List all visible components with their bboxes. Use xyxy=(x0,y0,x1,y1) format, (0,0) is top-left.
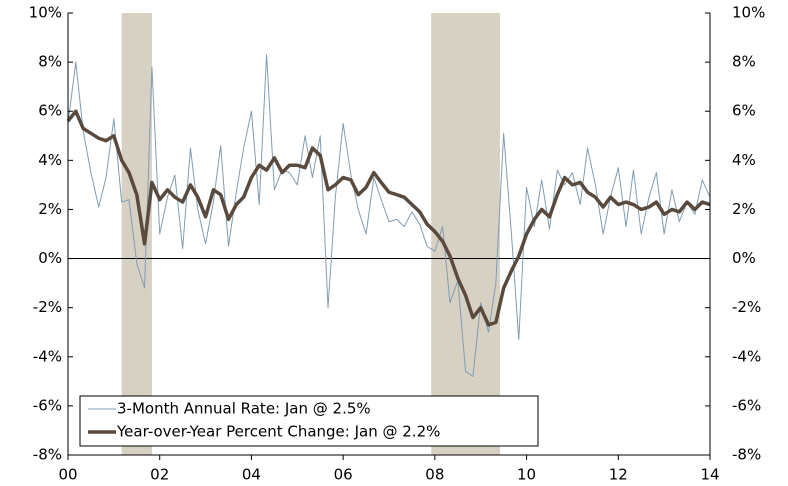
x-tick-label: 06 xyxy=(334,466,353,484)
x-tick-label: 10 xyxy=(517,466,536,484)
y-tick-label: -8% xyxy=(33,446,62,464)
legend-label: Year-over-Year Percent Change: Jan @ 2.2… xyxy=(116,423,440,441)
y2-tick-label: -4% xyxy=(732,347,761,365)
shaded-period xyxy=(431,13,500,455)
x-tick-label: 04 xyxy=(242,466,261,484)
y2-tick-label: 10% xyxy=(732,4,765,22)
y-tick-label: 0% xyxy=(38,249,62,267)
y2-tick-label: 4% xyxy=(732,151,756,169)
y2-tick-label: 8% xyxy=(732,53,756,71)
series-line xyxy=(66,109,711,327)
x-tick-label: 12 xyxy=(609,466,628,484)
y2-tick-label: 0% xyxy=(732,249,756,267)
y2-tick-label: -8% xyxy=(732,446,761,464)
y-tick-label: -2% xyxy=(33,298,62,316)
series-line xyxy=(67,54,711,377)
legend-label: 3-Month Annual Rate: Jan @ 2.5% xyxy=(117,400,371,418)
x-tick-label: 00 xyxy=(58,466,77,484)
y-tick-label: 8% xyxy=(38,53,62,71)
x-tick-label: 14 xyxy=(700,466,719,484)
y-tick-label: -4% xyxy=(33,347,62,365)
legend-box xyxy=(79,395,539,447)
x-tick-label: 02 xyxy=(150,466,169,484)
y-tick-label: 2% xyxy=(38,200,62,218)
x-tick-label: 08 xyxy=(425,466,444,484)
y-tick-label: -6% xyxy=(33,396,62,414)
y2-tick-label: 6% xyxy=(732,102,756,120)
y-tick-label: 6% xyxy=(38,102,62,120)
y-tick-label: 10% xyxy=(29,4,62,22)
y-tick-label: 4% xyxy=(38,151,62,169)
y2-tick-label: -2% xyxy=(732,298,761,316)
y2-tick-label: 2% xyxy=(732,200,756,218)
y2-tick-label: -6% xyxy=(732,396,761,414)
